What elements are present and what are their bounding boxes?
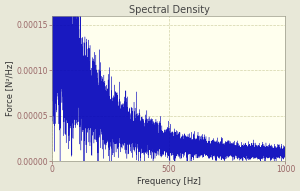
Y-axis label: Force [N²/Hz]: Force [N²/Hz] bbox=[5, 61, 14, 116]
Title: Spectral Density: Spectral Density bbox=[128, 5, 209, 15]
X-axis label: Frequency [Hz]: Frequency [Hz] bbox=[137, 177, 201, 186]
